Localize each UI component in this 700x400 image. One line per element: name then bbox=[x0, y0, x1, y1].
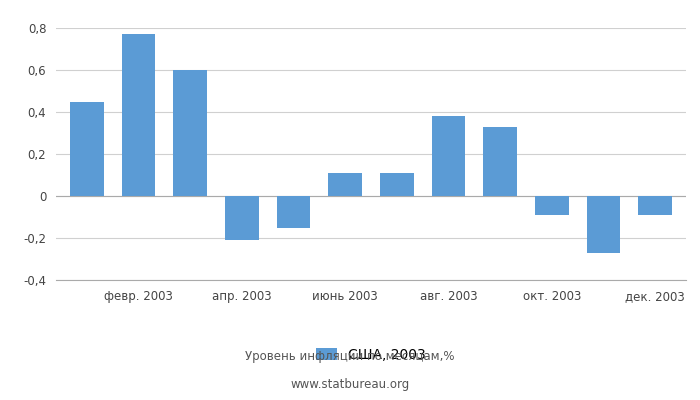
Bar bbox=[122, 34, 155, 196]
Bar bbox=[276, 196, 310, 228]
Bar bbox=[483, 127, 517, 196]
Bar bbox=[587, 196, 620, 253]
Bar bbox=[432, 116, 466, 196]
Legend: США, 2003: США, 2003 bbox=[311, 342, 431, 368]
Bar bbox=[328, 173, 362, 196]
Bar bbox=[638, 196, 672, 215]
Bar bbox=[380, 173, 414, 196]
Bar bbox=[535, 196, 568, 215]
Text: www.statbureau.org: www.statbureau.org bbox=[290, 378, 410, 391]
Bar bbox=[174, 70, 207, 196]
Bar bbox=[225, 196, 259, 240]
Text: Уровень инфляции по месяцам,%: Уровень инфляции по месяцам,% bbox=[245, 350, 455, 363]
Bar bbox=[70, 102, 104, 196]
